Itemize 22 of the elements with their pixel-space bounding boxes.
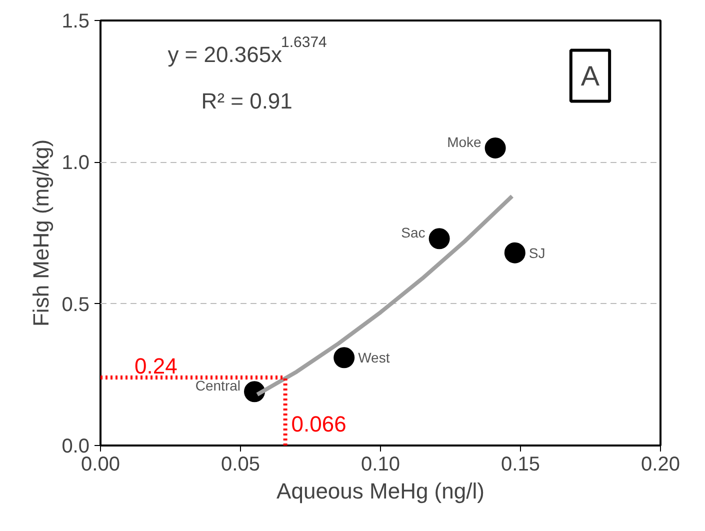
x-tick-label: 0.10	[361, 454, 400, 476]
x-tick-label: 0.05	[221, 454, 260, 476]
point	[504, 242, 526, 264]
annotation: SJ	[528, 244, 546, 261]
x-axis-title: Aqueous MeHg (ng/l)	[276, 478, 484, 504]
annotation: A	[580, 60, 600, 92]
annotation: R² = 0.91	[201, 88, 292, 114]
y-tick-label: 1.5	[62, 10, 90, 32]
point	[484, 138, 506, 158]
x-tick-label: 0.15	[501, 454, 540, 476]
ref-line-label: 0.24	[134, 354, 178, 378]
annotation: West	[358, 350, 390, 366]
y-axis-title: Fish MeHg (mg/kg)	[28, 139, 54, 327]
point	[334, 347, 355, 368]
point	[428, 228, 450, 250]
ref-line-label: 0.066	[291, 412, 346, 436]
x-tick-label: 0.20	[641, 454, 680, 476]
annotation: Central	[195, 378, 241, 394]
y-tick-label: 1.0	[62, 152, 90, 174]
annotation: Moke	[447, 134, 482, 150]
y-tick-label: 0.5	[62, 294, 90, 316]
annotation: Sac	[401, 224, 426, 241]
